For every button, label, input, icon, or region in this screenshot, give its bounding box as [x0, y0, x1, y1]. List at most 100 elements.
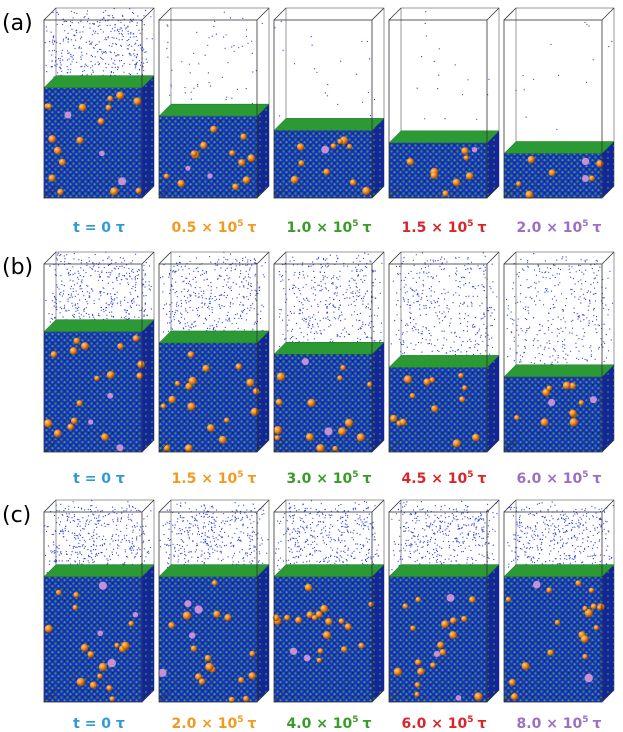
vapor-particle: [526, 328, 528, 330]
vapor-particle: [55, 61, 57, 63]
vapor-particle: [344, 523, 346, 525]
vapor-particle: [400, 549, 402, 552]
vapor-particle: [85, 523, 87, 525]
vapor-particle: [562, 514, 565, 516]
vapor-particle: [58, 510, 60, 512]
vapor-particle: [341, 516, 343, 519]
vapor-particle: [72, 17, 74, 19]
vapor-particle: [411, 513, 413, 516]
vapor-particle: [537, 264, 539, 266]
vapor-particle: [369, 322, 371, 324]
vapor-particle: [598, 531, 600, 533]
vapor-particle: [356, 523, 358, 525]
vapor-particle: [357, 275, 359, 277]
vapor-particle: [292, 520, 295, 522]
vapor-particle: [251, 514, 253, 517]
vapor-particle: [572, 526, 574, 529]
vapor-particle: [314, 299, 316, 301]
vapor-particle: [536, 512, 538, 515]
vapor-particle: [176, 543, 178, 546]
vapor-particle: [467, 315, 469, 317]
vapor-particle: [310, 507, 312, 509]
vapor-particle: [105, 37, 107, 39]
vapor-particle: [197, 267, 199, 269]
vapor-particle: [599, 517, 602, 519]
vapor-particle: [173, 555, 175, 558]
vapor-particle: [87, 532, 89, 534]
vapor-particle: [432, 524, 434, 526]
vapor-particle: [168, 272, 171, 274]
vapor-particle: [472, 539, 474, 541]
vapor-particle: [107, 562, 109, 564]
vapor-particle: [325, 300, 327, 302]
vapor-particle: [439, 546, 441, 548]
vapor-particle: [254, 275, 256, 277]
vapor-particle: [295, 322, 298, 324]
nanoparticle: [224, 417, 230, 423]
vapor-particle: [316, 543, 318, 545]
vapor-particle: [79, 31, 81, 33]
vapor-particle: [132, 18, 134, 20]
vapor-particle: [295, 510, 298, 512]
vapor-particle: [416, 549, 418, 551]
vapor-particle: [369, 308, 371, 310]
vapor-particle: [338, 308, 340, 310]
vapor-particle: [330, 278, 333, 280]
vapor-particle: [90, 550, 92, 552]
vapor-particle: [508, 545, 510, 547]
vapor-particle: [254, 557, 256, 559]
vapor-particle: [300, 293, 302, 295]
vapor-particle: [179, 322, 181, 325]
vapor-particle: [68, 294, 70, 296]
vapor-particle: [282, 49, 284, 51]
vapor-particle: [49, 40, 51, 43]
vapor-particle: [299, 548, 302, 551]
vapor-particle: [592, 293, 595, 295]
vapor-particle: [225, 520, 227, 522]
vapor-particle: [419, 314, 422, 316]
nanoparticle: [121, 641, 130, 650]
vapor-particle: [551, 361, 553, 363]
vapor-particle: [128, 313, 130, 315]
vapor-particle: [121, 34, 123, 36]
vapor-particle: [410, 546, 412, 548]
vapor-particle: [571, 266, 573, 268]
vapor-particle: [236, 528, 238, 530]
vapor-particle: [390, 343, 392, 345]
vapor-particle: [210, 295, 212, 297]
vapor-particle: [245, 552, 247, 554]
vapor-particle: [398, 265, 401, 267]
vapor-particle: [312, 517, 314, 519]
vapor-particle: [581, 314, 584, 316]
vapor-particle: [175, 270, 177, 272]
time-unit: τ: [478, 471, 487, 487]
vapor-particle: [463, 524, 465, 526]
vapor-particle: [528, 287, 530, 289]
vapor-particle: [420, 342, 422, 344]
vapor-particle: [344, 526, 346, 528]
vapor-particle: [296, 561, 298, 564]
vapor-particle: [579, 516, 581, 518]
vapor-particle: [212, 535, 214, 537]
nanoparticle: [116, 91, 125, 100]
vapor-particle: [368, 513, 370, 515]
vapor-particle: [330, 539, 332, 541]
vapor-particle: [296, 550, 298, 552]
vapor-particle: [607, 314, 609, 316]
vapor-particle: [425, 305, 427, 307]
vapor-particle: [197, 533, 199, 535]
vapor-particle: [362, 300, 364, 302]
nanoparticle: [182, 611, 192, 620]
vapor-particle: [421, 509, 423, 511]
box-edge: [388, 251, 402, 265]
vapor-particle: [366, 336, 368, 338]
vapor-particle: [61, 295, 64, 297]
vapor-particle: [533, 362, 536, 364]
vapor-particle: [91, 499, 93, 502]
vapor-particle: [314, 282, 316, 284]
vapor-particle: [336, 286, 338, 288]
vapor-particle: [93, 302, 95, 305]
vapor-particle: [562, 330, 564, 332]
nanoparticle: [306, 611, 314, 619]
vapor-particle: [242, 311, 244, 313]
